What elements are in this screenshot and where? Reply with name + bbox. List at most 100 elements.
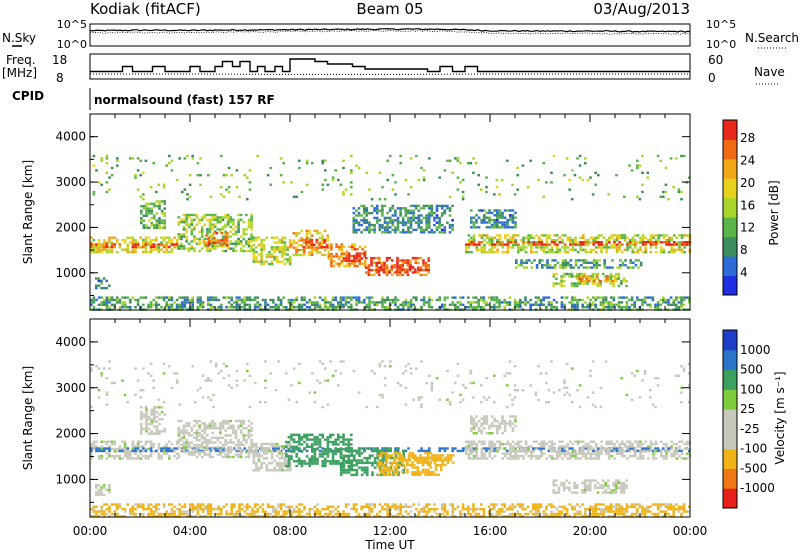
heatmap-cell [252,243,256,247]
heatmap-cell [643,447,647,450]
heatmap-cell [324,178,327,182]
heatmap-cell [530,445,533,448]
heatmap-cell [591,282,595,285]
heatmap-cell [252,255,256,259]
heatmap-cell [305,159,309,162]
heatmap-cell [290,433,293,436]
heatmap-cell [295,232,298,235]
heatmap-cell [250,245,253,248]
heatmap-cell [139,174,142,177]
heatmap-cell [100,248,103,251]
heatmap-cell [278,250,282,254]
heatmap-cell [559,264,562,267]
heatmap-cell [220,306,223,309]
heatmap-cell [535,266,539,269]
heatmap-cell [215,232,219,235]
heatmap-cell [207,301,210,304]
heatmap-cell [281,253,284,256]
heatmap-cell [509,241,512,244]
heatmap-cell [216,453,220,456]
heatmap-blob [577,275,617,283]
heatmap-cell [566,445,569,448]
heatmap-cell [504,243,507,246]
heatmap-cell [623,248,627,251]
heatmap-cell [506,251,510,254]
heatmap-cell [232,228,235,231]
heatmap-cell [116,238,119,242]
heatmap-cell [131,241,135,244]
heatmap-cell [569,236,572,239]
heatmap-cell [386,298,389,302]
heatmap-cell [604,296,608,299]
heatmap-cell [660,450,663,453]
heatmap-cell [506,218,509,222]
heatmap-cell [375,256,378,260]
heatmap-cell [229,427,233,430]
heatmap-cell [147,306,150,309]
heatmap-cell [229,225,233,229]
heatmap-cell [337,448,340,451]
heatmap-cell [626,243,629,246]
heatmap-cell [678,248,681,251]
heatmap-cell [342,468,346,472]
heatmap-cell [360,214,363,217]
heatmap-cell [205,244,208,247]
heatmap-cell [227,166,231,170]
heatmap-cell [105,279,108,283]
heatmap-cell [623,450,627,453]
heatmap-cell [270,253,274,256]
heatmap-cell [396,256,399,260]
heatmap-cell [389,154,392,158]
heatmap-cell [110,447,114,451]
heatmap-cell [160,226,164,229]
heatmap-cell [409,157,413,160]
heatmap-cell [331,298,335,302]
heatmap-cell [508,301,512,304]
heatmap-cell [252,457,256,460]
heatmap-cell [220,447,223,450]
heatmap-cell [420,449,423,453]
heatmap-cell [150,224,153,227]
freq-label-line2: [MHz] [2,66,37,80]
heatmap-cell [149,248,153,251]
heatmap-cell [503,209,507,212]
heatmap-cell [392,473,395,477]
heatmap-cell [257,253,261,256]
heatmap-cell [136,169,140,172]
heatmap-cell [157,303,161,306]
heatmap-cell [576,243,580,247]
heatmap-cell [522,457,525,460]
heatmap-cell [488,211,491,215]
heatmap-cell [448,226,452,229]
heatmap-cell [529,298,532,302]
heatmap-cell [589,457,593,460]
heatmap-cell [610,296,613,299]
heatmap-cell [221,436,225,439]
nave-label: Nave [754,65,785,79]
heatmap-cell [370,198,374,201]
heatmap-cell [326,445,330,448]
heatmap-cell [496,450,499,453]
heatmap-cell [605,246,608,249]
heatmap-cell [511,445,515,448]
heatmap-cell [221,424,225,427]
heatmap-cell [582,279,586,283]
heatmap-cell [203,237,207,241]
heatmap-cell [602,303,605,306]
heatmap-cell [540,243,543,246]
heatmap-cell [270,461,274,465]
heatmap-cell [259,303,262,306]
heatmap-cell [157,248,161,251]
heatmap-cell [225,236,229,240]
heatmap-cell [529,303,532,306]
heatmap-cell [232,429,235,432]
heatmap-cell [641,236,645,239]
heatmap-cell [438,463,442,467]
heatmap-cell [226,216,230,219]
heatmap-cell [410,454,413,457]
heatmap-cell [162,298,166,302]
heatmap-cell [621,264,625,267]
heatmap-cell [371,473,374,477]
heatmap-cell [198,434,201,437]
